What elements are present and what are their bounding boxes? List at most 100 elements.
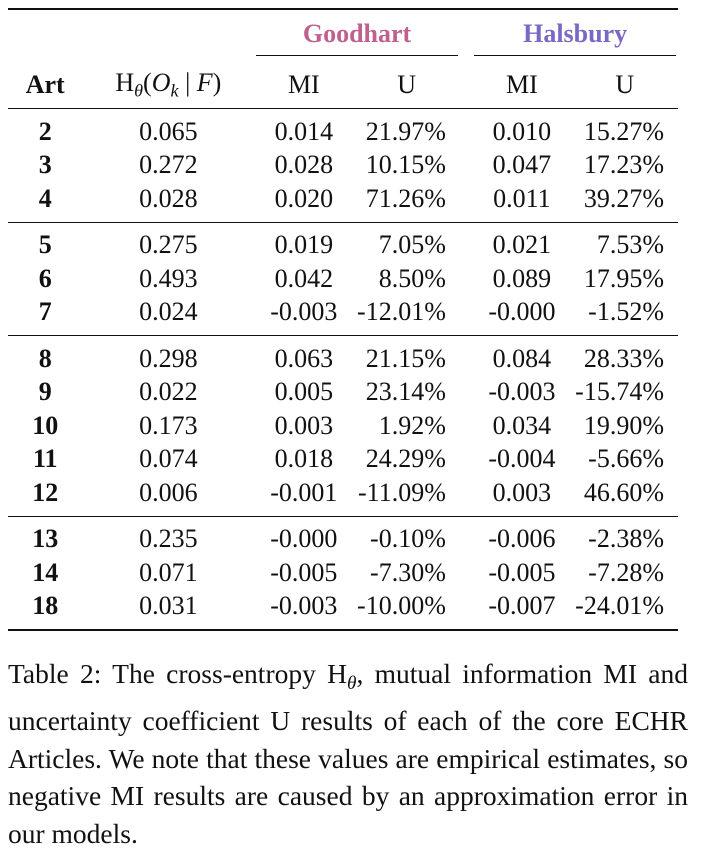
row-gap bbox=[460, 182, 472, 222]
table-row: 4 0.028 0.020 71.26% 0.011 39.27% bbox=[8, 182, 678, 222]
theta-subscript: θ bbox=[134, 80, 144, 101]
goodhart-u-value: 71.26% bbox=[365, 183, 446, 213]
k-subscript: k bbox=[170, 80, 179, 101]
art-number: 13 bbox=[8, 515, 83, 556]
o-symbol: O bbox=[151, 68, 171, 98]
halsbury-u-value: 17.95% bbox=[583, 263, 664, 293]
row-gap bbox=[460, 376, 472, 410]
cross-entropy-value: 0.071 bbox=[139, 557, 198, 587]
art-number: 5 bbox=[8, 221, 83, 262]
goodhart-mi-value: -0.000 bbox=[254, 515, 354, 556]
halsbury-u-value: 28.33% bbox=[571, 335, 678, 376]
caption-text-before: The cross-entropy H bbox=[101, 658, 347, 689]
art-number: 3 bbox=[38, 150, 52, 180]
halsbury-underline bbox=[474, 55, 676, 56]
halsbury-u-value: -7.28% bbox=[588, 557, 664, 587]
cross-entropy-value: 0.235 bbox=[82, 515, 255, 556]
table-row: 8 0.298 0.063 21.15% 0.084 28.33% bbox=[8, 335, 678, 376]
caption-label: Table 2: bbox=[8, 658, 102, 689]
header-gap bbox=[460, 62, 472, 109]
cross-entropy-value: 0.173 bbox=[139, 410, 198, 440]
goodhart-mi-value: 0.003 bbox=[274, 410, 334, 440]
row-gap bbox=[460, 262, 472, 296]
row-gap bbox=[460, 556, 472, 590]
table-row: 2 0.065 0.014 21.97% 0.010 15.27% bbox=[8, 108, 678, 149]
goodhart-u-value: 10.15% bbox=[365, 150, 446, 180]
goodhart-label: Goodhart bbox=[302, 19, 412, 48]
art-number: 6 bbox=[38, 263, 52, 293]
halsbury-u-value: 39.27% bbox=[583, 183, 664, 213]
results-table-container: Goodhart Halsbury Art Hθ(Ok | F) MI U MI bbox=[8, 8, 678, 631]
close-paren: ) bbox=[212, 68, 222, 98]
goodhart-mi-value: -0.003 bbox=[254, 589, 354, 631]
halsbury-mi-value: 0.003 bbox=[492, 477, 552, 507]
goodhart-group-header: Goodhart bbox=[254, 8, 460, 62]
row-gap bbox=[459, 589, 473, 631]
cross-entropy-value: 0.028 bbox=[139, 183, 198, 213]
art-number: 4 bbox=[38, 183, 52, 213]
row-gap bbox=[460, 476, 472, 516]
halsbury-mi-value: 0.047 bbox=[492, 150, 552, 180]
cross-entropy-column-header: Hθ(Ok | F) bbox=[82, 62, 254, 109]
goodhart-mi-value: -0.005 bbox=[270, 557, 338, 587]
cross-entropy-value: 0.006 bbox=[139, 477, 198, 507]
table-row: 3 0.272 0.028 10.15% 0.047 17.23% bbox=[8, 149, 678, 183]
halsbury-mi-value: -0.004 bbox=[488, 444, 556, 474]
art-number: 8 bbox=[8, 335, 83, 376]
art-number: 9 bbox=[38, 377, 52, 407]
cross-entropy-value: 0.272 bbox=[139, 150, 198, 180]
table-row: 18 0.031 -0.003 -10.00% -0.007 -24.01% bbox=[8, 589, 678, 631]
row-gap bbox=[459, 108, 473, 149]
halsbury-mi-value: 0.011 bbox=[493, 183, 551, 213]
halsbury-mi-value: 0.010 bbox=[472, 108, 572, 149]
halsbury-mi-value: -0.005 bbox=[488, 557, 556, 587]
halsbury-u-value: 17.23% bbox=[583, 150, 664, 180]
art-number: 7 bbox=[38, 297, 52, 327]
cross-entropy-value: 0.065 bbox=[82, 108, 255, 149]
table-row: 14 0.071 -0.005 -7.30% -0.005 -7.28% bbox=[8, 556, 678, 590]
f-symbol: F bbox=[196, 68, 213, 98]
halsbury-u-header: U bbox=[615, 70, 635, 99]
halsbury-u-value: -15.74% bbox=[575, 377, 664, 407]
goodhart-mi-value: 0.019 bbox=[254, 221, 354, 262]
halsbury-mi-value: 0.089 bbox=[492, 263, 552, 293]
halsbury-u-value: 19.90% bbox=[583, 410, 664, 440]
goodhart-mi-value: 0.028 bbox=[274, 150, 334, 180]
goodhart-mi-header: MI bbox=[287, 70, 320, 99]
goodhart-mi-value: -0.003 bbox=[270, 297, 338, 327]
cross-entropy-value: 0.275 bbox=[82, 221, 255, 262]
cross-entropy-value: 0.493 bbox=[139, 263, 198, 293]
halsbury-u-value: 7.53% bbox=[571, 221, 678, 262]
goodhart-mi-value: 0.014 bbox=[254, 108, 354, 149]
empty-group-cell bbox=[8, 8, 83, 62]
table-row: 11 0.074 0.018 24.29% -0.004 -5.66% bbox=[8, 443, 678, 477]
cross-entropy-value: 0.022 bbox=[139, 377, 198, 407]
goodhart-u-value: -11.09% bbox=[358, 477, 446, 507]
goodhart-u-header: U bbox=[397, 70, 417, 99]
halsbury-u-value: -5.66% bbox=[588, 444, 664, 474]
table-row: 9 0.022 0.005 23.14% -0.003 -15.74% bbox=[8, 376, 678, 410]
halsbury-label: Halsbury bbox=[523, 19, 628, 48]
column-header-row: Art Hθ(Ok | F) MI U MI U bbox=[8, 62, 678, 109]
goodhart-u-value: 23.14% bbox=[365, 377, 446, 407]
goodhart-u-value: -12.01% bbox=[357, 297, 446, 327]
goodhart-u-value: 8.50% bbox=[378, 263, 446, 293]
art-number: 14 bbox=[32, 557, 59, 587]
halsbury-mi-header: MI bbox=[506, 70, 538, 99]
halsbury-mi-value: -0.006 bbox=[472, 515, 572, 556]
row-gap bbox=[459, 221, 473, 262]
goodhart-u-value: -7.30% bbox=[370, 557, 446, 587]
goodhart-mi-value: 0.020 bbox=[274, 183, 334, 213]
halsbury-mi-value: -0.007 bbox=[472, 589, 572, 631]
goodhart-u-value: 24.29% bbox=[365, 444, 446, 474]
given-bar: | bbox=[178, 68, 197, 98]
goodhart-mi-value: 0.042 bbox=[274, 263, 334, 293]
halsbury-u-value: -24.01% bbox=[571, 589, 678, 631]
goodhart-u-value: 1.92% bbox=[378, 410, 446, 440]
group-gap bbox=[459, 8, 473, 62]
halsbury-mi-value: -0.003 bbox=[488, 377, 556, 407]
h-symbol: H bbox=[115, 68, 135, 98]
empty-group-cell bbox=[82, 8, 255, 62]
caption-theta-subscript: θ bbox=[347, 672, 357, 694]
cross-entropy-value: 0.298 bbox=[82, 335, 255, 376]
